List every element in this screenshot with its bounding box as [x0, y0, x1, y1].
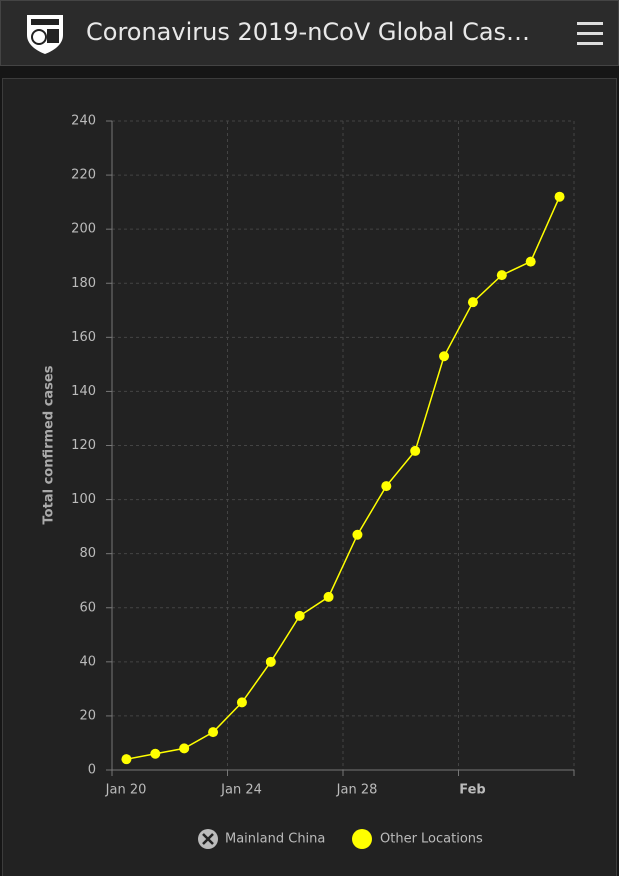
chart-panel [2, 78, 617, 876]
data-point [150, 748, 161, 759]
y-tick-label: 100 [71, 492, 96, 507]
y-tick-label: 180 [71, 276, 96, 291]
legend-label[interactable]: Mainland China [225, 832, 325, 847]
y-tick-label: 140 [71, 384, 96, 399]
legend-label[interactable]: Other Locations [380, 832, 483, 847]
y-tick-label: 60 [79, 600, 96, 615]
data-point [554, 191, 565, 202]
y-tick-label: 20 [79, 708, 96, 723]
data-point [121, 754, 132, 765]
data-point [352, 529, 363, 540]
data-point [496, 270, 507, 281]
series-line [126, 196, 561, 760]
y-tick-label: 120 [71, 438, 96, 453]
data-point [381, 481, 392, 492]
data-point [265, 656, 276, 667]
y-tick-label: 220 [71, 168, 96, 183]
y-tick-label: 240 [71, 114, 96, 129]
data-point [179, 743, 190, 754]
x-tick-label: Jan 28 [336, 783, 378, 798]
y-tick-label: 40 [79, 654, 96, 669]
y-tick-label: 80 [79, 546, 96, 561]
data-point [323, 591, 334, 602]
menu-button[interactable] [577, 21, 605, 47]
data-point [208, 727, 219, 738]
data-point [236, 697, 247, 708]
x-tick-label: Feb [459, 783, 485, 798]
y-tick-label: 200 [71, 222, 96, 237]
data-point [439, 351, 450, 362]
y-tick-label: 0 [88, 763, 96, 778]
legend-marker [352, 829, 372, 849]
data-point [467, 297, 478, 308]
app-title: Coronavirus 2019-nCoV Global Cas… [86, 18, 531, 46]
x-tick-label: Jan 24 [220, 783, 262, 798]
data-point [410, 445, 421, 456]
y-tick-label: 160 [71, 330, 96, 345]
y-axis-label: Total confirmed cases [42, 365, 57, 524]
data-point [294, 610, 305, 621]
data-point [525, 256, 536, 267]
legend-disabled-icon [202, 833, 214, 845]
header: Coronavirus 2019-nCoV Global Cas… [0, 0, 619, 66]
x-tick-label: Jan 20 [105, 783, 147, 798]
logo[interactable] [25, 13, 65, 55]
